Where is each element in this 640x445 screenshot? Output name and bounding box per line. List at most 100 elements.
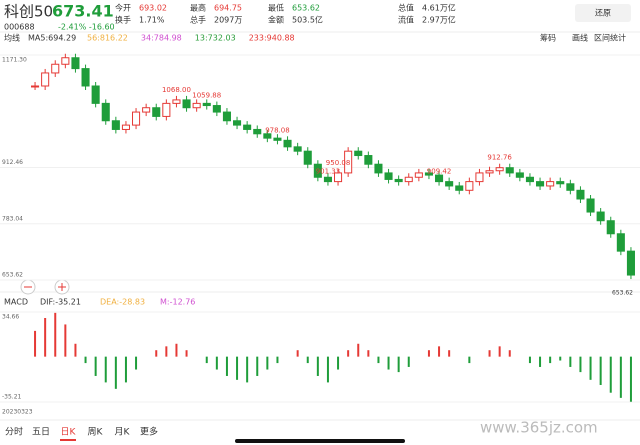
annotation: 1059.88: [192, 92, 221, 100]
macd-bar: [468, 356, 471, 364]
candle: [424, 172, 433, 176]
tool[interactable]: 画线: [572, 33, 588, 43]
candle: [101, 102, 110, 122]
candle: [576, 189, 585, 200]
macd-bar: [306, 356, 309, 364]
annotation: 978.08: [265, 126, 290, 134]
tab[interactable]: 更多: [140, 426, 158, 438]
tool[interactable]: 筹码: [540, 33, 556, 43]
macd-bar: [266, 356, 269, 370]
tool[interactable]: 区间统计: [594, 33, 626, 43]
macd-bar: [236, 356, 239, 380]
stat-value: 4.61万亿: [422, 3, 456, 13]
macd-bar: [609, 356, 612, 393]
macd-bar: [337, 356, 340, 370]
stat-label: 金额: [268, 15, 284, 25]
candle: [536, 181, 545, 187]
tab[interactable]: 五日: [32, 427, 50, 438]
candle: [71, 57, 80, 70]
macd-bar: [498, 346, 501, 357]
tab[interactable]: 日K: [61, 427, 77, 438]
candle: [41, 72, 50, 87]
macd-bar: [215, 356, 218, 370]
candle: [91, 85, 100, 104]
macd-bar: [448, 350, 451, 357]
ma-value: 13:732.03: [195, 34, 236, 43]
macd-bar: [256, 356, 259, 376]
macd-bar: [175, 343, 178, 357]
stat-value: 503.5亿: [292, 15, 323, 25]
y-tick-label: 34.66: [2, 314, 19, 321]
macd-bar: [276, 356, 279, 364]
macd-bar: [316, 356, 319, 376]
macd-bar: [387, 356, 390, 370]
macd-bar: [347, 350, 350, 357]
annotation: 950.08: [326, 159, 351, 167]
macd-bar: [508, 350, 511, 357]
candle: [263, 133, 272, 139]
macd-bar: [165, 346, 168, 357]
y-tick-label: 783.04: [2, 215, 23, 222]
macd-bar: [225, 356, 228, 376]
macd-bar: [114, 356, 117, 389]
macd-bar: [124, 356, 127, 383]
candle: [293, 146, 302, 152]
macd-label: DIF:-35.21: [40, 298, 81, 307]
candle: [192, 102, 201, 109]
tab[interactable]: 周K: [88, 427, 104, 438]
candle: [485, 170, 494, 174]
candle: [616, 233, 625, 252]
stat-label: 总值: [398, 3, 414, 13]
macd-bar: [205, 356, 208, 364]
candle: [172, 99, 181, 104]
stat-value: 693.02: [139, 4, 167, 13]
macd-bar: [559, 356, 562, 361]
candle: [495, 167, 504, 172]
candle: [51, 63, 60, 74]
macd-bar: [589, 356, 592, 380]
macd-bar: [377, 356, 380, 364]
home-indicator: [235, 439, 405, 443]
code: 000688: [4, 23, 35, 32]
candle: [606, 220, 615, 235]
stat-label: 流值: [398, 15, 414, 25]
macd-bar: [397, 356, 400, 373]
index-name: 科创50: [4, 3, 53, 21]
candle: [212, 105, 221, 113]
annotation: 1068.00: [162, 86, 191, 94]
candle: [586, 198, 595, 213]
candle: [475, 172, 484, 183]
change: -2.41% -16.60: [58, 23, 115, 32]
stat-value: 1.71%: [139, 16, 165, 25]
tab[interactable]: 分时: [5, 426, 23, 438]
macd-bar: [74, 343, 77, 357]
restore-label[interactable]: 还原: [595, 8, 611, 18]
candle: [525, 176, 534, 183]
macd-bar: [569, 356, 572, 367]
macd-bar: [135, 356, 138, 370]
candle: [31, 85, 40, 88]
macd-bar: [488, 350, 491, 357]
ma-label[interactable]: 均线: [4, 33, 20, 43]
candle: [354, 150, 363, 157]
ma-value: MA5:694.29: [28, 34, 76, 43]
ma-value: 34:784.98: [141, 34, 182, 43]
tab[interactable]: 月K: [115, 427, 131, 438]
macd-bar: [34, 330, 37, 357]
macd-bar: [44, 318, 47, 357]
candle: [556, 181, 565, 185]
candle: [546, 181, 555, 187]
candle: [505, 167, 514, 174]
candle: [435, 174, 444, 183]
candle: [142, 107, 151, 113]
macd-bar: [296, 350, 299, 357]
candle: [162, 102, 171, 117]
candle: [111, 120, 120, 130]
candle: [626, 250, 635, 276]
candle: [222, 111, 231, 122]
restore-button[interactable]: [575, 4, 631, 22]
stat-value: 694.75: [214, 4, 242, 13]
candle: [384, 172, 393, 180]
candle: [132, 111, 141, 126]
candle: [283, 139, 292, 148]
